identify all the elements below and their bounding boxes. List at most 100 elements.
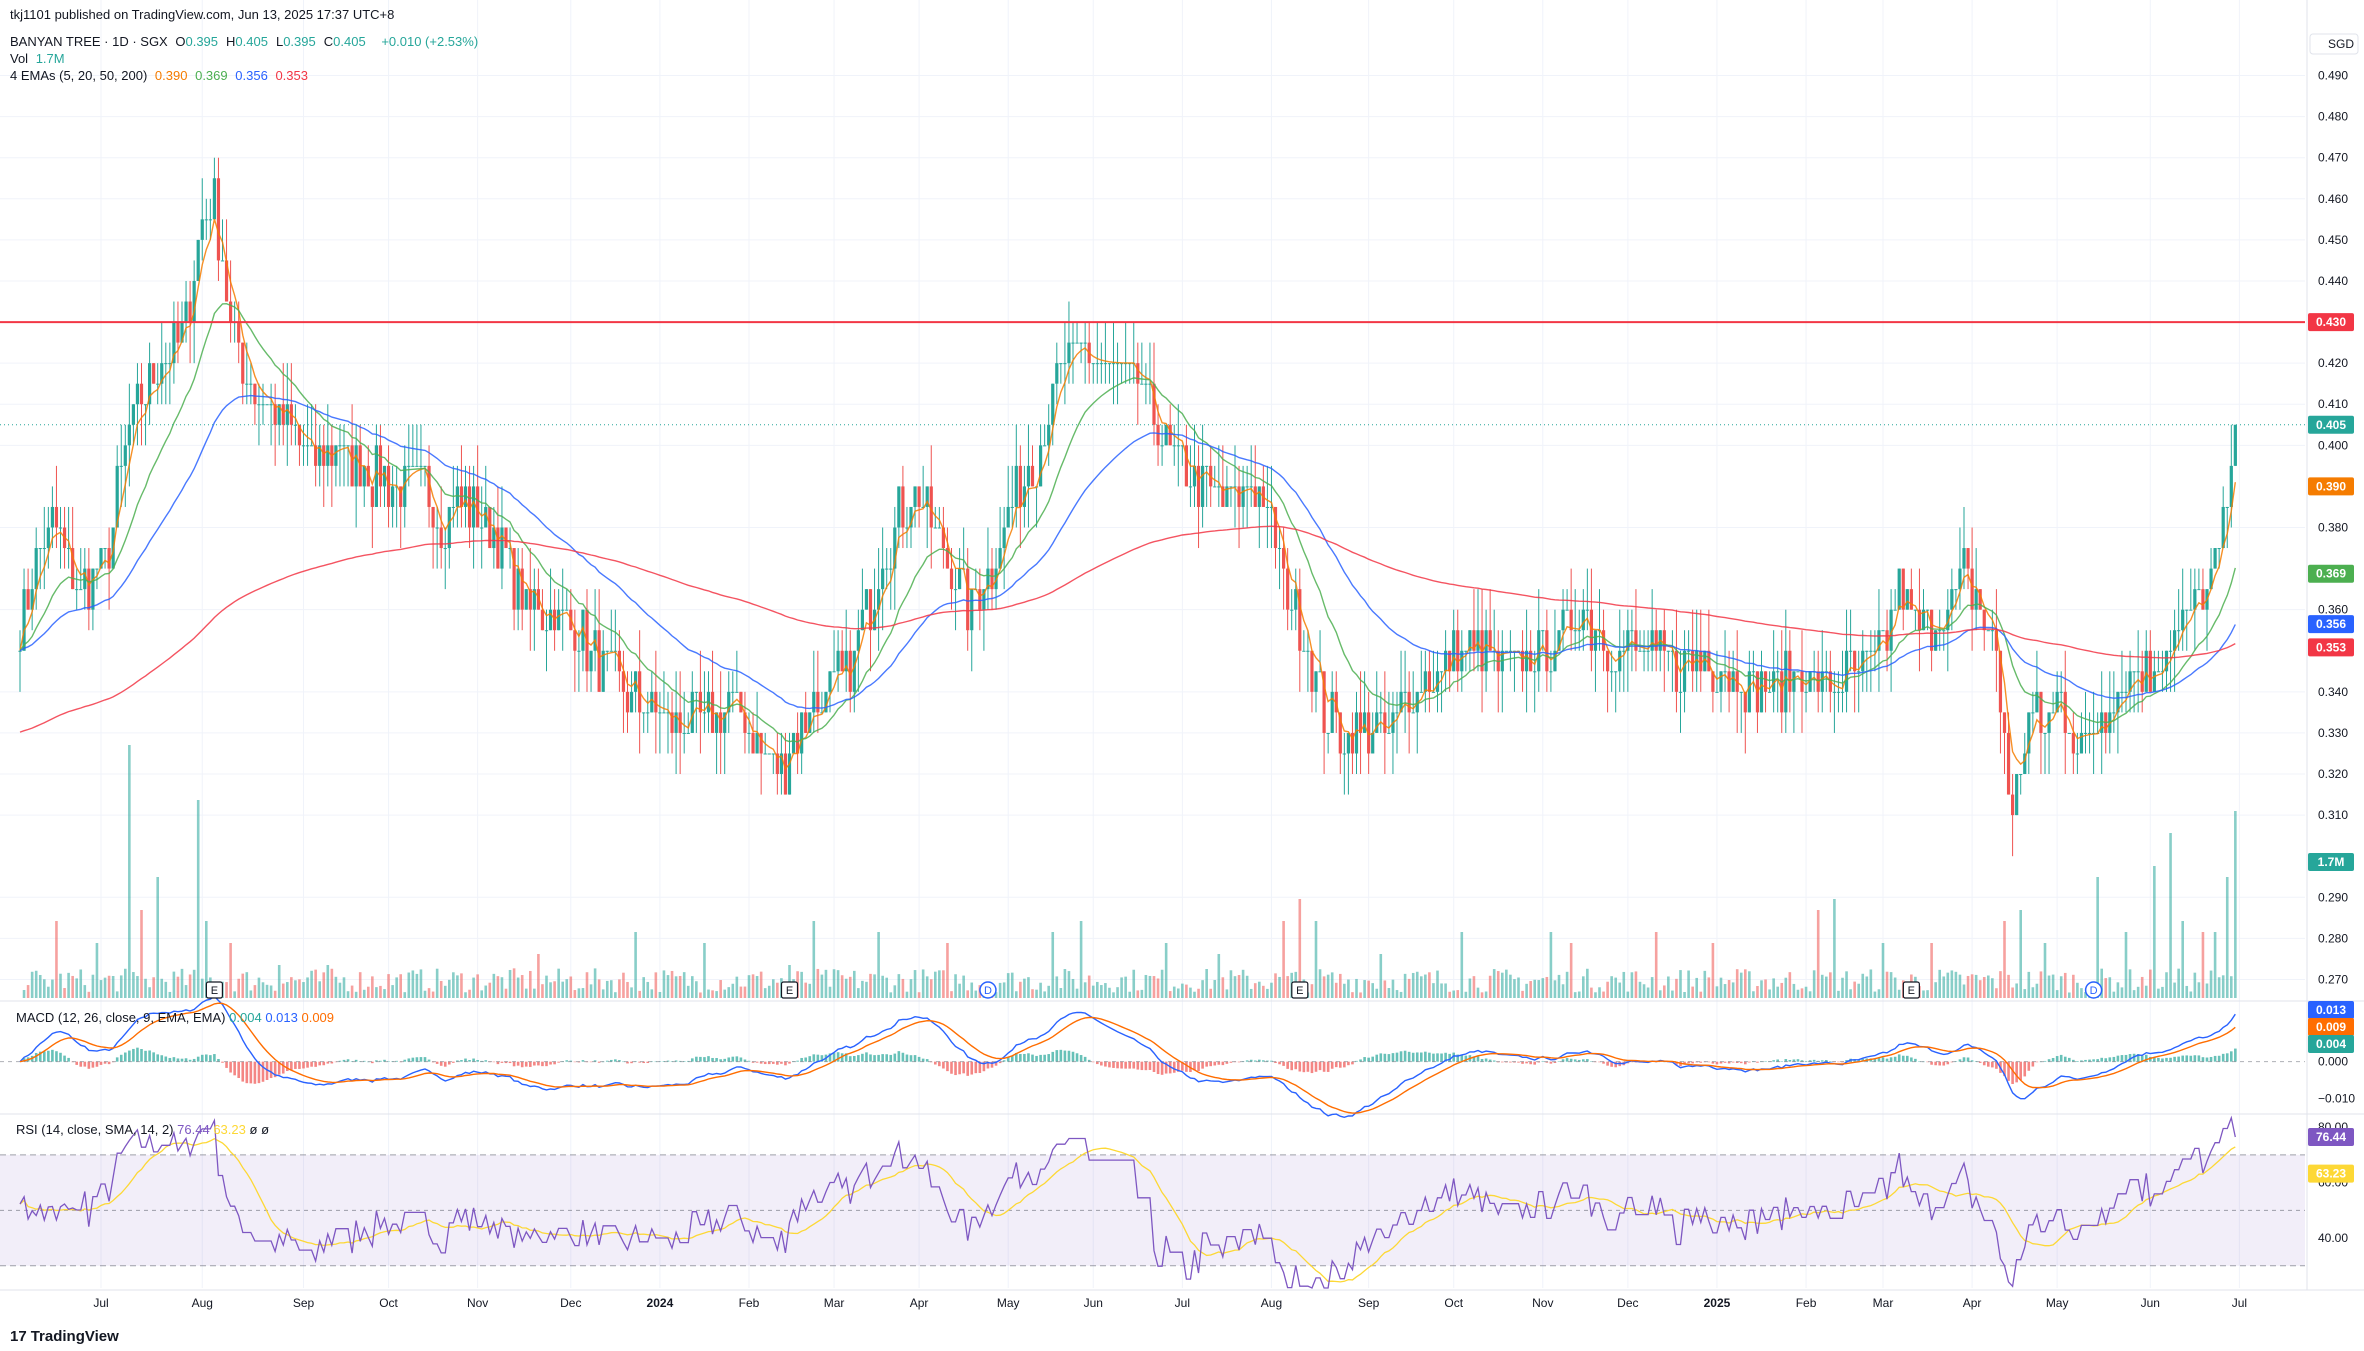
candle-body [1071, 342, 1075, 344]
volume-bar [379, 985, 382, 998]
candle-body [2071, 732, 2075, 754]
volume-bar [2209, 970, 2213, 998]
macd-histogram-bar [1598, 1061, 1601, 1063]
macd-histogram-bar [1351, 1061, 1354, 1065]
candle-body [1091, 363, 1095, 365]
volume-bar [1375, 988, 1379, 998]
volume-bar [2011, 987, 2014, 998]
volume-bar [873, 974, 876, 998]
macd-histogram-bar [1521, 1061, 1524, 1064]
volume-bar [1339, 973, 1342, 998]
volume-bar [1946, 972, 1950, 998]
macd-histogram-bar [504, 1061, 508, 1064]
macd-histogram-bar [500, 1061, 504, 1063]
volume-bar [581, 988, 585, 998]
macd-histogram-bar [1278, 1061, 1281, 1065]
candle-body [224, 260, 229, 302]
macd-histogram-bar [2068, 1057, 2071, 1062]
macd-histogram-bar [557, 1061, 560, 1063]
macd-histogram-bar [1383, 1053, 1387, 1062]
volume-bar [1658, 990, 1662, 998]
candle-body [135, 383, 140, 405]
macd-histogram-bar [1136, 1061, 1140, 1070]
candle-body [621, 671, 626, 692]
candle-body [451, 506, 455, 508]
candle-body [463, 486, 468, 507]
macd-value-tag-bg [2308, 1001, 2354, 1019]
volume-bar [1083, 982, 1087, 998]
candle-body [1796, 671, 1800, 673]
macd-histogram-bar [1229, 1061, 1233, 1063]
candle-body [2229, 465, 2233, 507]
candle-body [1934, 630, 1938, 651]
macd-histogram-bar [1460, 1054, 1464, 1062]
candle-body [670, 712, 674, 733]
candle-body [1006, 506, 1010, 528]
macd-histogram-bar [2019, 1061, 2022, 1081]
candle-body [467, 486, 472, 528]
volume-bar [1428, 972, 1431, 998]
macd-histogram-bar [986, 1061, 990, 1069]
price-tick-label: 0.330 [2318, 726, 2348, 740]
macd-histogram-bar [1829, 1061, 1832, 1062]
volume-bar [1995, 988, 1998, 998]
candle-body [1857, 671, 1861, 673]
ohlc-l: L0.395 [275, 34, 316, 49]
candle-body [301, 445, 306, 447]
candle-body [690, 691, 694, 733]
candle-body [2140, 671, 2144, 692]
candle-body [1079, 342, 1083, 344]
volume-bar [529, 970, 532, 998]
macd-histogram-bar [2165, 1057, 2168, 1062]
volume-bar [1472, 976, 1476, 998]
rsi-tick-label: 40.00 [2318, 1231, 2348, 1245]
volume-bar [1982, 977, 1986, 998]
macd-histogram-bar [869, 1054, 872, 1062]
macd-histogram-bar [1966, 1057, 1970, 1062]
publisher-line: tkj1101 published on TradingView.com, Ju… [10, 7, 395, 22]
rsi-band-lower: ø [261, 1122, 270, 1137]
macd-histogram-bar [456, 1060, 459, 1062]
macd-histogram-bar [2015, 1061, 2018, 1083]
candle-body [1650, 630, 1654, 651]
macd-histogram-bar [1557, 1061, 1561, 1062]
macd-histogram-bar [962, 1061, 965, 1074]
macd-histogram-bar [804, 1057, 807, 1062]
candle-body [1269, 506, 1274, 508]
macd-histogram-bar [261, 1061, 265, 1082]
candle-body [1164, 424, 1168, 446]
volume-bar [1626, 991, 1630, 998]
macd-histogram-bar [1298, 1061, 1302, 1072]
volume-bar [265, 984, 269, 998]
macd-histogram-bar [1501, 1061, 1504, 1063]
volume-bar [2120, 987, 2124, 998]
macd-histogram-bar [290, 1061, 293, 1071]
candle-body [1966, 548, 1970, 569]
volume-bar [375, 987, 378, 998]
macd-histogram-bar [241, 1061, 245, 1082]
candle-body [180, 322, 184, 343]
candle-body [1431, 691, 1436, 693]
volume-bar [1177, 988, 1180, 998]
macd-histogram-bar [889, 1054, 893, 1062]
volume-bar [925, 976, 929, 998]
macd-histogram-bar [1464, 1055, 1468, 1062]
volume-bar [302, 982, 305, 998]
volume-bar [1136, 990, 1140, 998]
volume-bar [342, 977, 346, 998]
candle-body [897, 486, 901, 528]
volume-bar [431, 991, 435, 998]
candle-body [2006, 732, 2011, 795]
candle-body [172, 322, 176, 364]
macd-histogram-bar [553, 1061, 556, 1065]
macd-histogram-bar [618, 1060, 621, 1062]
volume-bar [496, 976, 500, 998]
volume-bar [537, 954, 540, 998]
volume-bar [314, 969, 317, 998]
tradingview-footer[interactable]: 17 TradingView [10, 1328, 119, 1345]
candle-body [933, 527, 937, 529]
volume-bar [1723, 984, 1727, 998]
candle-body [796, 732, 800, 754]
macd-histogram-bar [67, 1057, 70, 1062]
